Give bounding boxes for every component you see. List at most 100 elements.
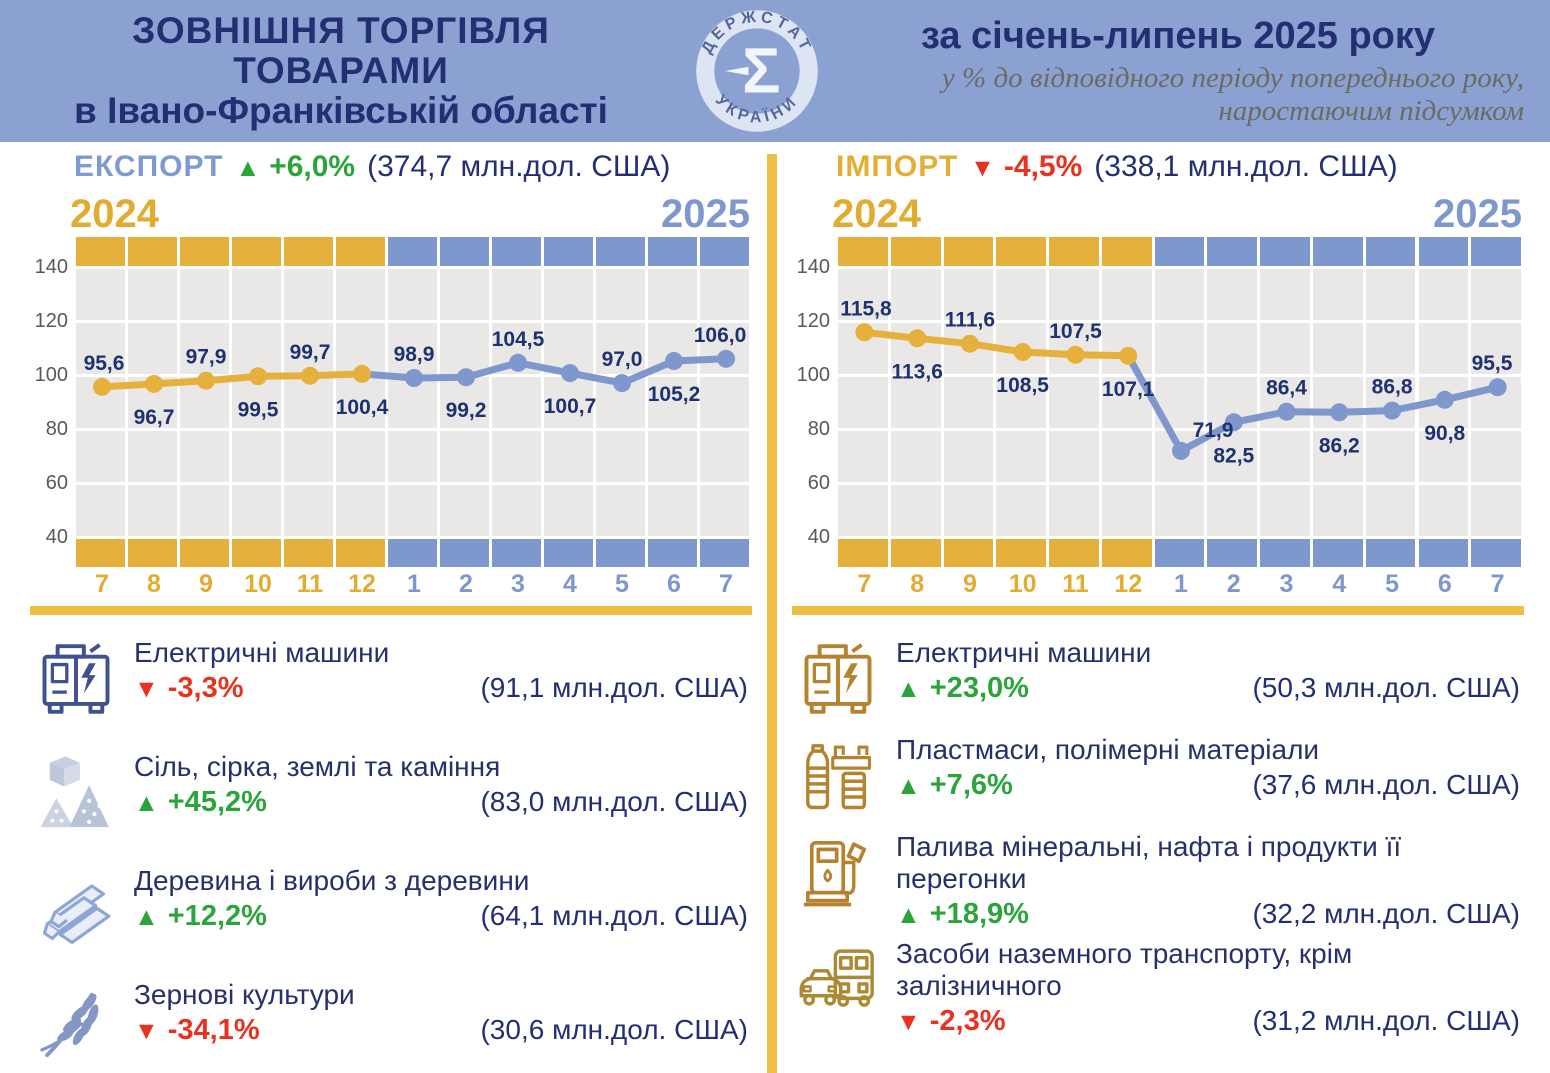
svg-text:99,7: 99,7 (290, 341, 331, 364)
svg-text:95,5: 95,5 (1472, 352, 1513, 375)
commodity-item: Палива мінеральні, нафта і продукти її п… (792, 831, 1524, 931)
export-label: ЕКСПОРТ (74, 150, 224, 183)
svg-text:113,6: 113,6 (891, 360, 942, 383)
commodity-item: Електричні машини ▲ +23,0% (50,3 млн.дол.… (792, 637, 1524, 727)
export-underline-bar (30, 606, 752, 615)
commodity-name: Палива мінеральні, нафта і продукти її п… (896, 831, 1402, 894)
commodity-change: ▲ +18,9% (896, 897, 1029, 930)
report-period: за січень-липень 2025 року (920, 15, 1436, 58)
logo-arrow (725, 66, 749, 76)
salt-minerals-icon (30, 751, 122, 835)
import-header: ІМПОРТ ▼ -4,5% (338,1 млн.дол. США) (836, 150, 1524, 184)
plastics-bottles-icon (792, 734, 884, 818)
trend-arrow-icon: ▼ (896, 1007, 921, 1036)
svg-text:104,5: 104,5 (492, 328, 545, 351)
page-title: ЗОВНІШНЯ ТОРГІВЛЯ ТОВАРАМИ в Івано-Франк… (0, 11, 682, 131)
title-line-3: в Івано-Франківській області (74, 89, 608, 131)
export-total: (374,7 млн.дол. США) (367, 150, 671, 183)
subtitle-line-1: у % до відповідного періоду попереднього… (941, 62, 1524, 95)
commodity-change: ▲ +12,2% (134, 899, 267, 932)
subtitle-line-2: наростаючим підсумком (1218, 94, 1524, 127)
vehicles-icon (792, 938, 884, 1022)
derzhstat-logo-icon: ДЕРЖСТАТ УКРАЇНИ Σ (682, 7, 832, 135)
commodity-change: ▲ +45,2% (134, 785, 267, 818)
commodity-item: Пластмаси, полімерні матеріали ▲ +7,6% (3… (792, 734, 1524, 824)
svg-text:95,6: 95,6 (84, 352, 125, 375)
trend-arrow-icon: ▼ (134, 1016, 159, 1045)
import-change: ▼ -4,5% (970, 150, 1083, 183)
commodity-change: ▼ -2,3% (896, 1004, 1006, 1037)
export-month-axis: 7 8 9 10 11 12 1 2 3 4 5 6 7 (95, 569, 733, 598)
export-header: ЕКСПОРТ ▲ +6,0% (374,7 млн.дол. США) (74, 150, 752, 184)
svg-text:82,5: 82,5 (1213, 444, 1254, 467)
commodity-change: ▲ +7,6% (896, 768, 1013, 801)
commodity-value: (31,2 млн.дол. США) (1252, 1004, 1520, 1036)
svg-text:99,5: 99,5 (238, 398, 279, 421)
header: ЗОВНІШНЯ ТОРГІВЛЯ ТОВАРАМИ в Івано-Франк… (0, 0, 1550, 142)
export-change: ▲ +6,0% (235, 150, 356, 183)
export-chart: 140 120 100 80 60 40 (30, 237, 752, 615)
svg-text:106,0: 106,0 (694, 324, 747, 347)
export-top-commodities: Електричні машини ▼ -3,3% (91,1 млн.дол. … (30, 637, 752, 1071)
import-chart: 140 120 100 80 60 40 (792, 237, 1524, 615)
year-2025-label: 2025 (661, 192, 750, 236)
import-years: 2024 2025 (832, 194, 1522, 234)
import-section: ІМПОРТ ▼ -4,5% (338,1 млн.дол. США) 2024 … (792, 148, 1524, 1073)
svg-text:105,2: 105,2 (648, 383, 701, 406)
commodity-name: Засоби наземного транспорту, крім залізн… (896, 937, 1353, 1001)
import-top-commodities: Електричні машини ▲ +23,0% (50,3 млн.дол.… (792, 637, 1524, 1038)
generator-icon (30, 637, 122, 721)
content: ЕКСПОРТ ▲ +6,0% (374,7 млн.дол. США) 2024… (0, 142, 1550, 1073)
svg-text:107,5: 107,5 (1049, 320, 1102, 343)
year-2024-label: 2024 (70, 192, 159, 236)
svg-text:108,5: 108,5 (996, 374, 1049, 397)
import-y-axis: 140 120 100 80 60 40 (796, 256, 830, 548)
import-plot-area: 115,8 113,6 111,6 108,5 107,5 107,1 71,9 82,5 86… (838, 237, 1524, 567)
export-years: 2024 2025 (70, 194, 750, 234)
svg-text:107,1: 107,1 (1102, 378, 1155, 401)
svg-text:100,7: 100,7 (544, 395, 597, 418)
commodity-value: (32,2 млн.дол. США) (1252, 897, 1520, 929)
svg-text:90,8: 90,8 (1424, 422, 1465, 445)
trend-arrow-icon: ▲ (134, 788, 159, 817)
commodity-name: Зернові культури (134, 979, 355, 1010)
svg-text:97,9: 97,9 (186, 346, 227, 369)
title-line-2: ТОВАРАМИ (233, 50, 449, 92)
report-subtitle: у % до відповідного періоду попереднього… (832, 62, 1524, 127)
svg-text:71,9: 71,9 (1193, 419, 1234, 442)
commodity-item: Деревина і вироби з деревини ▲ +12,2% (64… (30, 865, 752, 957)
trend-arrow-icon: ▼ (970, 154, 995, 182)
commodity-value: (50,3 млн.дол. США) (1252, 671, 1520, 703)
svg-text:86,4: 86,4 (1266, 377, 1307, 400)
commodity-name: Деревина і вироби з деревини (134, 865, 530, 896)
trend-arrow-icon: ▲ (896, 900, 921, 929)
commodity-value: (37,6 млн.дол. США) (1252, 768, 1520, 800)
export-y-axis: 140 120 100 80 60 40 (34, 256, 68, 548)
year-2025-label: 2025 (1433, 192, 1522, 236)
grain-wheat-icon (30, 979, 122, 1063)
import-month-axis: 7 8 9 10 11 12 1 2 3 4 5 6 7 (857, 569, 1505, 598)
commodity-change: ▲ +23,0% (896, 671, 1029, 704)
svg-text:111,6: 111,6 (945, 309, 995, 332)
title-line-1: ЗОВНІШНЯ ТОРГІВЛЯ (132, 10, 550, 52)
svg-text:98,9: 98,9 (394, 343, 435, 366)
trend-arrow-icon: ▲ (896, 674, 921, 703)
import-label: ІМПОРТ (836, 150, 959, 183)
export-section: ЕКСПОРТ ▲ +6,0% (374,7 млн.дол. США) 2024… (30, 148, 752, 1073)
header-right: за січень-липень 2025 року у % до відпов… (832, 15, 1550, 127)
commodity-item: Сіль, сірка, землі та каміння ▲ +45,2% (8… (30, 751, 752, 843)
commodity-change: ▼ -34,1% (134, 1013, 260, 1046)
commodity-value: (83,0 млн.дол. США) (480, 785, 748, 817)
commodity-value: (91,1 млн.дол. США) (480, 671, 748, 703)
fuel-pump-icon (792, 831, 884, 915)
import-underline-bar (792, 606, 1524, 615)
svg-text:115,8: 115,8 (840, 297, 892, 320)
commodity-value: (64,1 млн.дол. США) (480, 899, 748, 931)
commodity-item: Зернові культури ▼ -34,1% (30,6 млн.дол. … (30, 979, 752, 1071)
column-divider (767, 154, 777, 1073)
trend-arrow-icon: ▲ (134, 902, 159, 931)
wood-lumber-icon (30, 865, 122, 949)
commodity-name: Електричні машини (134, 637, 390, 668)
svg-text:100,4: 100,4 (336, 396, 389, 419)
